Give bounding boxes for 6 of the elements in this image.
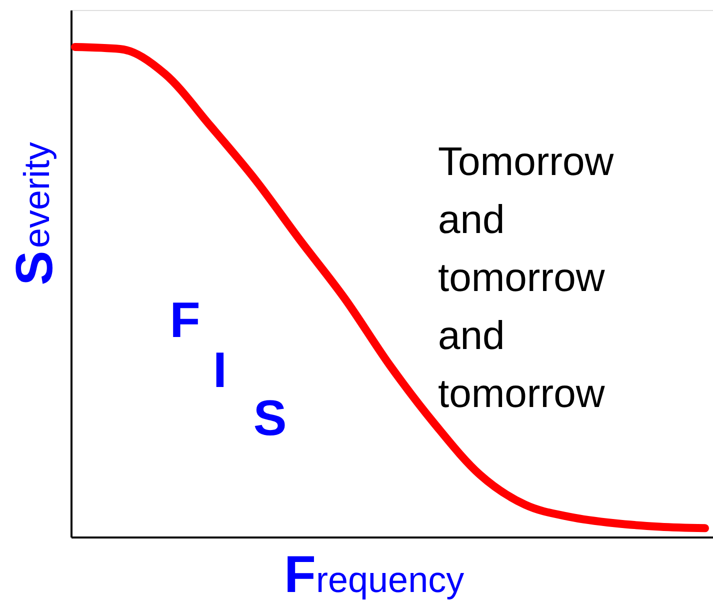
annotation: Tomorrow and tomorrow and tomorrow [438, 140, 614, 416]
annotation: S [253, 390, 287, 446]
x-axis-title: Frequency [284, 546, 464, 604]
y-axis-title: Severity [6, 142, 64, 286]
annotation: I [213, 342, 227, 398]
annotation: F [170, 292, 200, 348]
